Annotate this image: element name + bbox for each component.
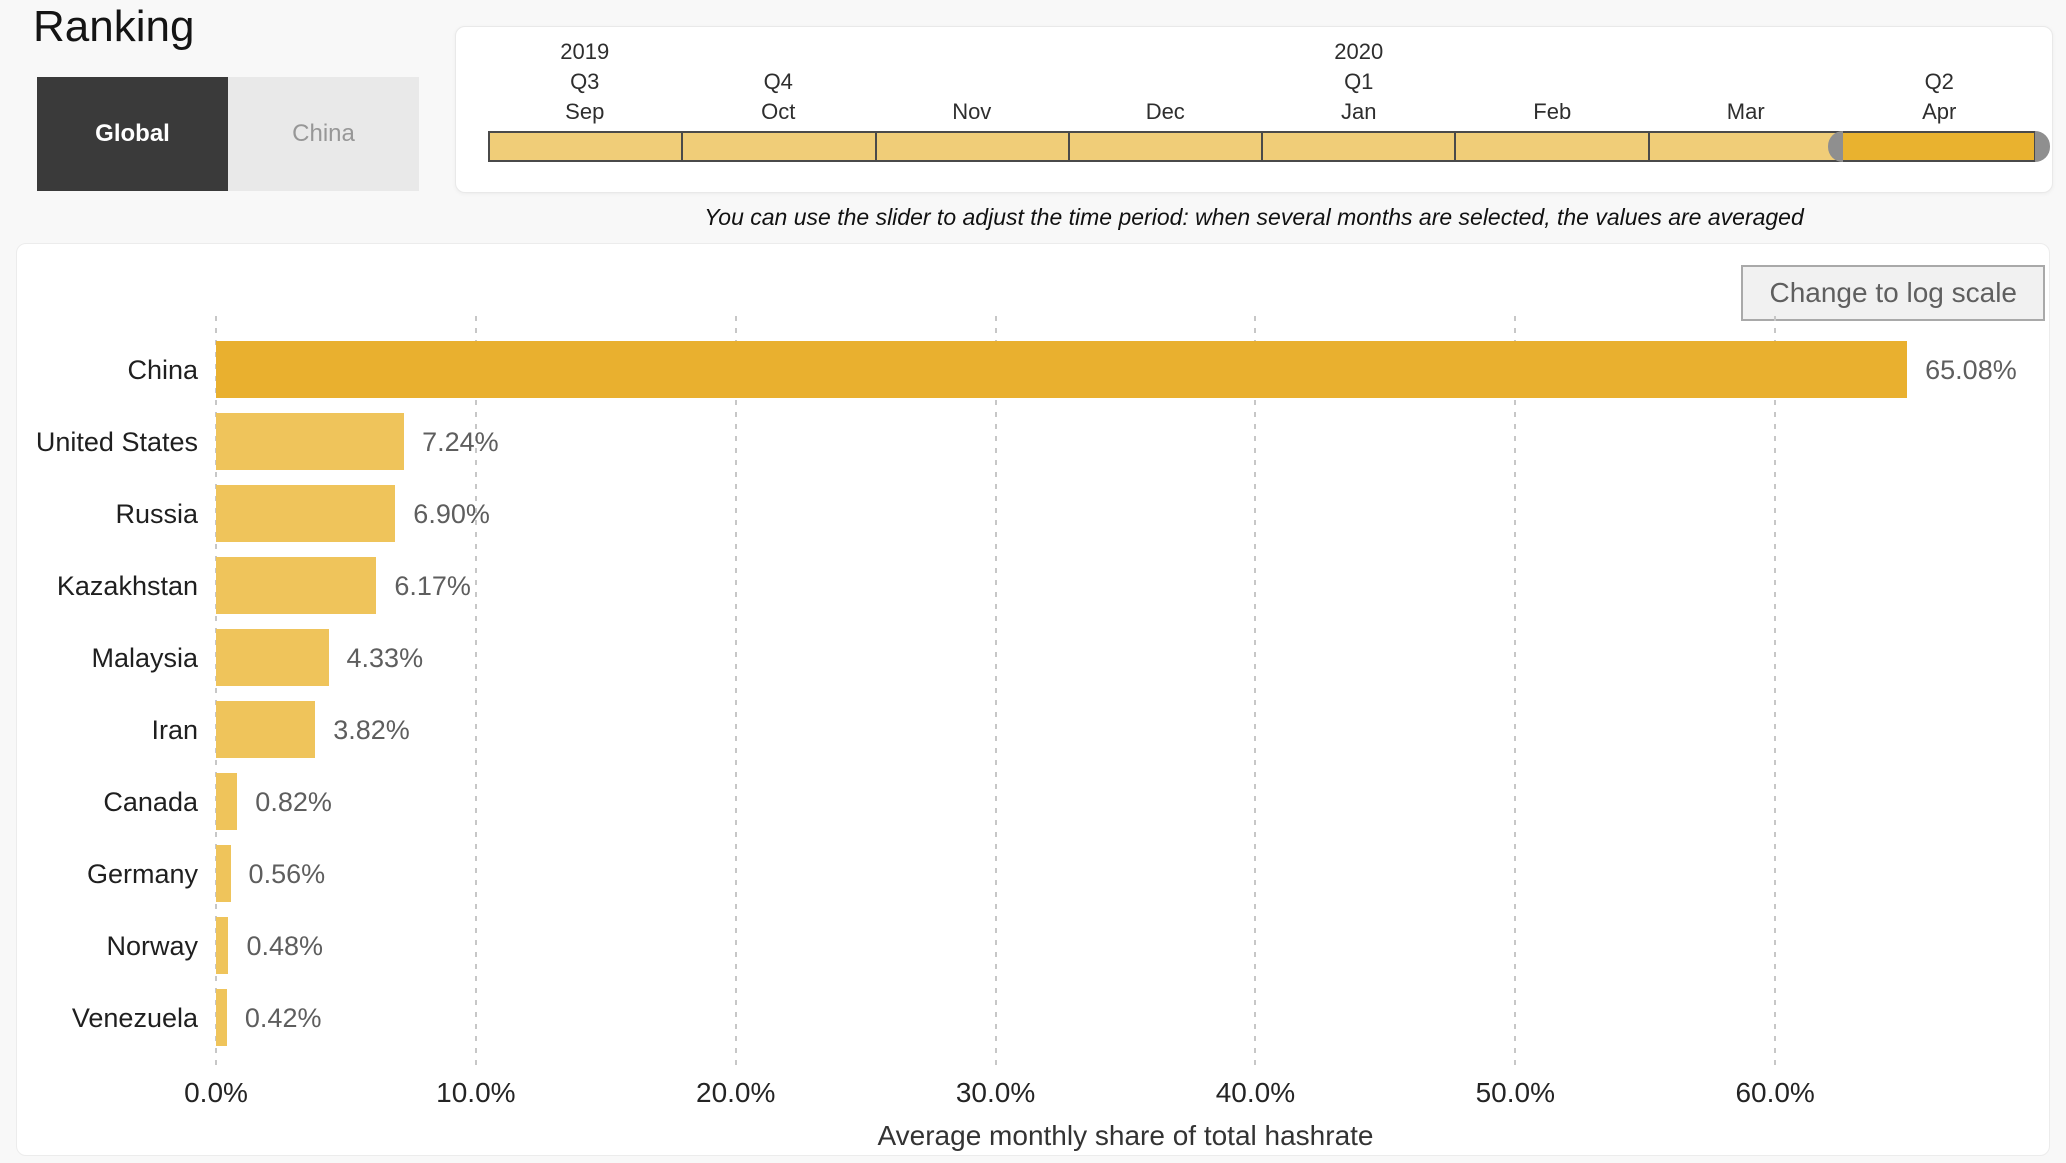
slider-segment-jan[interactable] [1261, 131, 1457, 162]
bar [216, 413, 405, 470]
gridline [994, 316, 997, 1071]
time-slider-track[interactable] [488, 131, 2036, 162]
bar [216, 845, 231, 902]
quarter-label: Q4 [763, 69, 793, 94]
slider-instruction-text: You can use the slider to adjust the tim… [704, 204, 1804, 230]
x-axis-ticks: 0.0% 10.0% 20.0% 30.0% 40.0% 50.0% 60.0% [184, 1077, 2035, 1111]
category-label: Canada [103, 787, 198, 817]
value-label: 7.24% [422, 427, 499, 457]
x-tick-label: 30.0% [955, 1077, 1036, 1108]
slider-labels: 2019 2020 Q3 Q4 Q1 Q2 Sep Oct Nov Dec Ja… [488, 27, 2036, 131]
x-tick-label: 40.0% [1215, 1077, 1296, 1108]
month-label: Feb [1533, 99, 1572, 124]
x-tick-label: 20.0% [696, 1077, 776, 1108]
bar-row-china: China 65.08% [127, 334, 2035, 406]
bar-row-germany: Germany 0.56% [87, 838, 2035, 910]
month-label: Dec [1145, 99, 1185, 124]
category-label: China [127, 355, 198, 385]
quarter-label: Q2 [1924, 69, 1954, 94]
change-to-log-scale-button[interactable]: Change to log scale [1741, 265, 2045, 321]
category-label: United States [35, 427, 198, 457]
bar [216, 917, 229, 974]
slider-segment-mar[interactable] [1647, 131, 1843, 162]
slider-handle-left[interactable] [1827, 131, 1843, 162]
slider-segment-apr[interactable] [1840, 131, 2036, 162]
value-label: 0.42% [244, 1003, 322, 1033]
bar [216, 773, 238, 830]
bar-row-norway: Norway 0.48% [106, 910, 2035, 982]
slider-segment-feb[interactable] [1454, 131, 1650, 162]
gridline [215, 316, 217, 1071]
slider-segment-sep[interactable] [488, 131, 684, 162]
category-label: Malaysia [91, 643, 198, 673]
bar [216, 341, 1908, 398]
year-label: 2019 [560, 39, 610, 64]
gridline [1514, 316, 1517, 1071]
bar-row-iran: Iran 3.82% [151, 694, 2035, 766]
gridline [474, 316, 477, 1071]
bar-row-russia: Russia 6.90% [115, 478, 2035, 550]
category-label: Germany [86, 859, 198, 889]
gridline [1254, 316, 1257, 1071]
month-label: Sep [565, 99, 605, 124]
month-label: Jan [1341, 99, 1377, 124]
quarter-label: Q1 [1344, 69, 1374, 94]
value-label: 3.82% [333, 715, 410, 745]
value-label: 0.56% [248, 859, 326, 889]
x-tick-label: 50.0% [1475, 1077, 1555, 1108]
gridline [734, 316, 737, 1071]
bar [216, 701, 316, 758]
bar [216, 557, 377, 614]
quarter-label: Q3 [570, 69, 600, 94]
bar-row-kazakhstan: Kazakhstan 6.17% [57, 550, 2035, 622]
month-label: Apr [1922, 99, 1957, 124]
bar-row-malaysia: Malaysia 4.33% [91, 622, 2035, 694]
toggle-china-button[interactable]: China [228, 77, 419, 191]
x-tick-label: 0.0% [184, 1077, 248, 1108]
slider-segment-oct[interactable] [681, 131, 877, 162]
value-label: 4.33% [346, 643, 424, 673]
category-label: Iran [151, 715, 198, 745]
bar [216, 485, 396, 542]
x-tick-label: 60.0% [1735, 1077, 1815, 1108]
value-label: 65.08% [1925, 355, 2017, 385]
bar-row-united-states: United States 7.24% [36, 406, 2035, 478]
value-label: 6.17% [394, 571, 471, 601]
time-slider-card: 2019 2020 Q3 Q4 Q1 Q2 Sep Oct Nov Dec Ja… [455, 26, 2053, 193]
scope-toggle: Global China [37, 77, 419, 191]
page-title: Ranking [33, 2, 195, 51]
category-label: Venezuela [71, 1003, 198, 1033]
bar-row-canada: Canada 0.82% [103, 766, 2035, 838]
slider-segment-dec[interactable] [1067, 131, 1263, 162]
bar [216, 989, 227, 1046]
category-label: Kazakhstan [56, 571, 198, 601]
x-tick-label: 10.0% [436, 1077, 516, 1108]
month-label: Mar [1726, 99, 1765, 124]
value-label: 0.82% [255, 787, 332, 817]
value-label: 6.90% [413, 499, 490, 529]
bar-row-venezuela: Venezuela 0.42% [72, 982, 2035, 1054]
slider-handle-right[interactable] [2035, 131, 2050, 162]
category-label: Russia [115, 499, 198, 529]
year-label: 2020 [1334, 39, 1384, 64]
bar-rows: China 65.08% United States 7.24% Russia … [36, 334, 2035, 1054]
category-label: Norway [106, 931, 198, 961]
month-label: Nov [952, 99, 992, 124]
ranking-chart-card: Change to log scale China 65.08% United … [16, 243, 2050, 1156]
month-label: Oct [761, 99, 796, 124]
gridline [1774, 316, 1777, 1071]
toggle-global-button[interactable]: Global [37, 77, 228, 191]
plot-area [215, 316, 2035, 1071]
x-axis-title: Average monthly share of total hashrate [877, 1120, 1374, 1151]
value-label: 0.48% [246, 931, 324, 961]
bar [216, 629, 329, 686]
slider-segment-nov[interactable] [874, 131, 1070, 162]
